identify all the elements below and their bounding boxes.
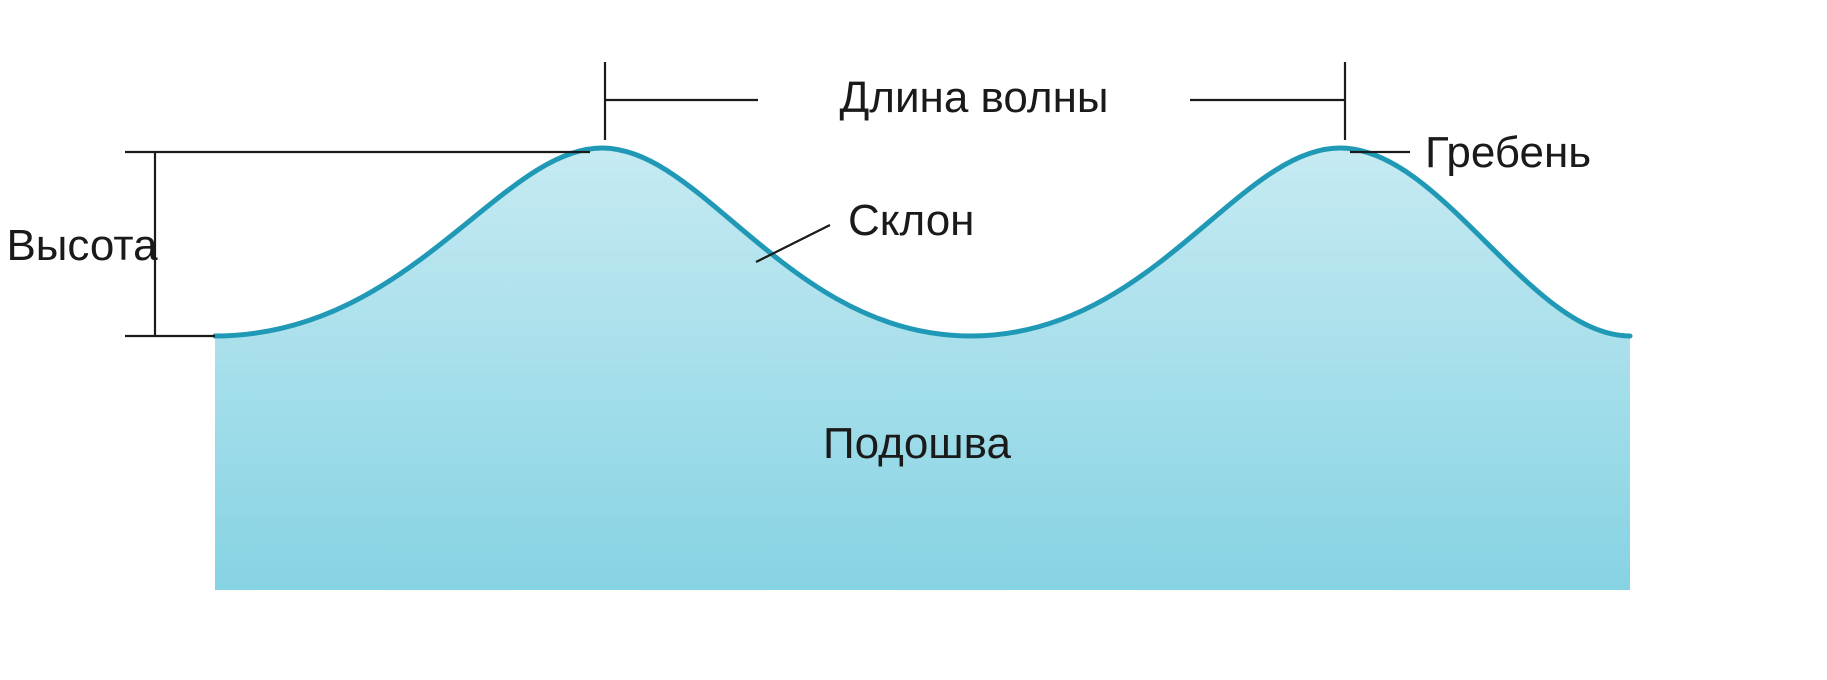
height-label: Высота: [6, 221, 158, 270]
wavelength-label: Длина волны: [839, 73, 1108, 122]
crest-label: Гребень: [1425, 128, 1591, 177]
trough-label: Подошва: [823, 419, 1011, 468]
wave-diagram: Длина волны Высота Гребень Склон Подошва: [0, 0, 1827, 680]
slope-label: Склон: [848, 196, 974, 245]
slope-indicator: [756, 225, 830, 262]
